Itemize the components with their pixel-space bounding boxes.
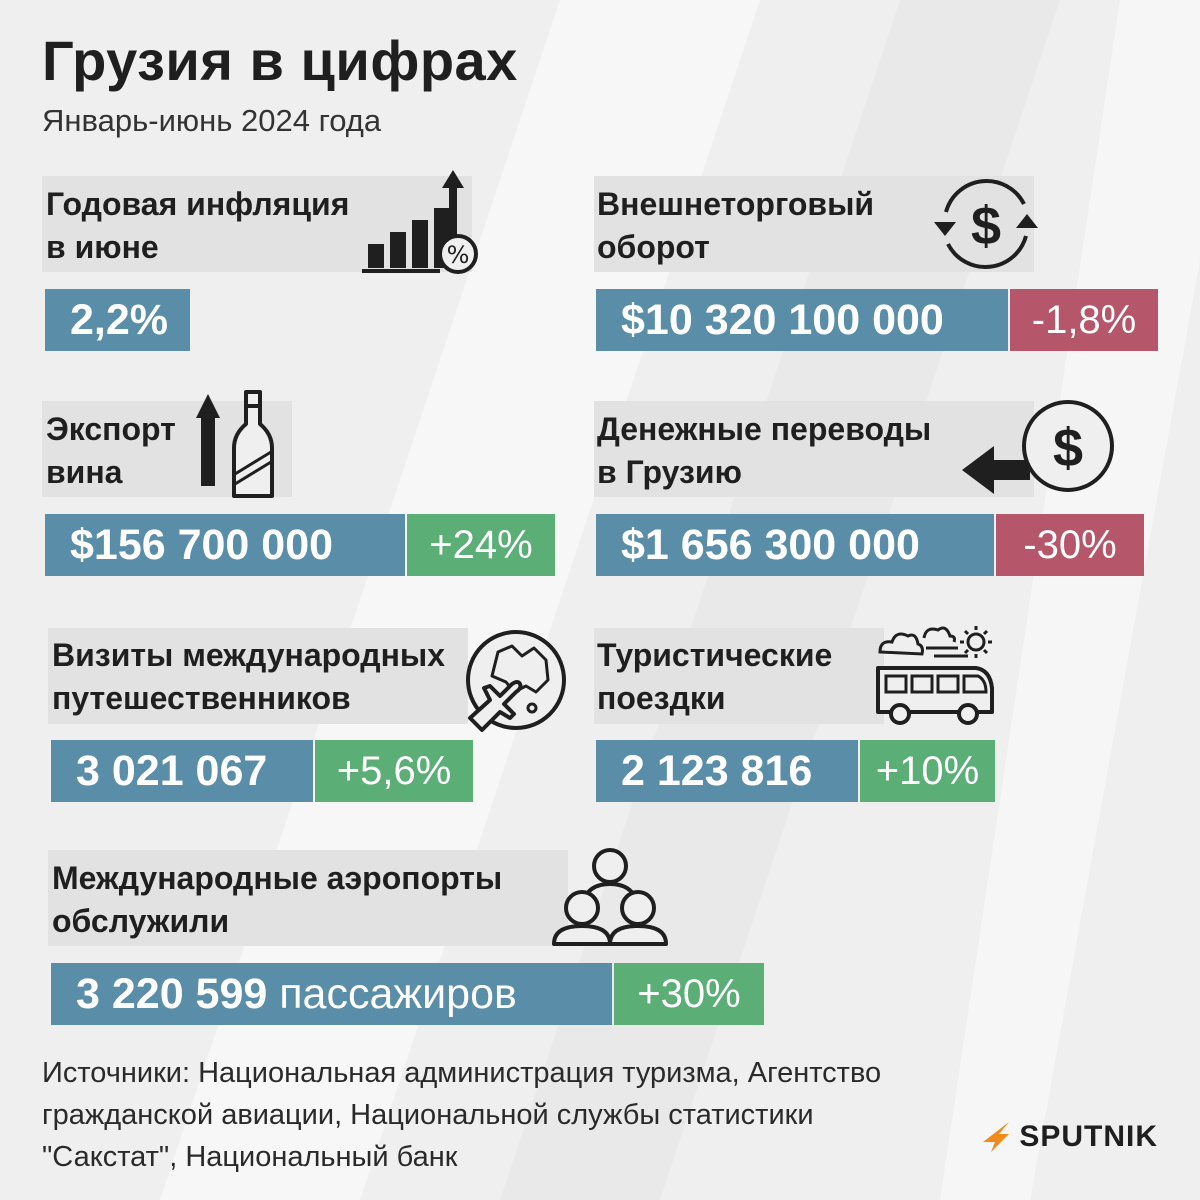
inflation-label: Годовая инфляция в июне <box>46 183 349 269</box>
visits-label: Визиты международных путешественников <box>52 634 445 720</box>
svg-text:%: % <box>447 241 470 269</box>
wine-change-badge: +24% <box>407 514 555 576</box>
svg-text:$: $ <box>1053 418 1083 478</box>
wine-label-line1: Экспорт <box>46 411 176 447</box>
airports-label-background <box>48 850 568 946</box>
trips-value: 2 123 816 <box>596 740 858 802</box>
wine-label: Экспорт вина <box>46 408 176 494</box>
trade-value: $10 320 100 000 <box>596 289 1008 351</box>
dollar-incoming-arrow-icon: $ <box>962 400 1114 494</box>
visits-label-line2: путешественников <box>52 680 351 716</box>
inflation-value: 2,2% <box>45 289 190 351</box>
wine-bottle-up-arrow-icon <box>196 390 274 498</box>
visits-label-background <box>48 628 468 724</box>
inflation-label-line1: Годовая инфляция <box>46 186 350 222</box>
trips-label: Туристические поездки <box>597 634 832 720</box>
airports-value-unit: пассажиров <box>279 970 517 1018</box>
page-subtitle: Январь-июнь 2024 года <box>42 103 382 138</box>
sources-line2: гражданской авиации, Национальной службы… <box>42 1099 814 1131</box>
airports-value-number: 3 220 599 <box>76 970 268 1018</box>
remittances-value: $1 656 300 000 <box>596 514 994 576</box>
rising-bar-chart-percent-icon: % <box>362 170 478 274</box>
visits-label-line1: Визиты международных <box>52 637 446 673</box>
remittances-change-badge: -30% <box>996 514 1144 576</box>
sputnik-logo-icon <box>983 1122 1010 1152</box>
trade-label-line2: оборот <box>597 229 710 265</box>
trips-label-background <box>594 628 884 724</box>
trade-change-badge: -1,8% <box>1010 289 1158 351</box>
wine-label-line2: вина <box>46 454 123 490</box>
airports-label-line2: обслужили <box>52 903 230 939</box>
sources-line3: "Сакстат", Национальный банк <box>42 1141 458 1173</box>
remittances-label-line1: Денежные переводы <box>597 411 932 447</box>
airports-label: Международные аэропорты обслужили <box>52 857 502 943</box>
dollar-exchange-icon: $ <box>934 179 1038 269</box>
sputnik-logo-text: SPUTNIK <box>1019 1120 1158 1153</box>
airports-value: 3 220 599 пассажиров <box>51 963 612 1025</box>
sources-note: Источники: Национальная администрация ту… <box>42 1052 1002 1178</box>
airports-change-badge: +30% <box>614 963 764 1025</box>
sputnik-logo: SPUTNIK <box>979 1120 1158 1154</box>
inflation-label-line2: в июне <box>46 229 159 265</box>
people-group-icon <box>552 848 668 946</box>
trips-label-line1: Туристические <box>597 637 833 673</box>
svg-text:$: $ <box>971 196 1001 256</box>
remittances-label: Денежные переводы в Грузию <box>597 408 931 494</box>
airports-label-line1: Международные аэропорты <box>52 860 503 896</box>
visits-change-badge: +5,6% <box>315 740 473 802</box>
trade-label-line1: Внешнеторговый <box>597 186 875 222</box>
globe-airplane-icon <box>466 630 566 732</box>
sources-line1: Источники: Национальная администрация ту… <box>42 1057 882 1089</box>
bus-weather-icon <box>876 626 994 725</box>
remittances-label-background <box>594 401 1034 497</box>
wine-value: $156 700 000 <box>45 514 405 576</box>
trips-change-badge: +10% <box>860 740 995 802</box>
visits-value: 3 021 067 <box>51 740 313 802</box>
remittances-label-line2: в Грузию <box>597 454 742 490</box>
trade-label: Внешнеторговый оборот <box>597 183 874 269</box>
page-title: Грузия в цифрах <box>42 29 518 92</box>
trips-label-line2: поездки <box>597 680 726 716</box>
